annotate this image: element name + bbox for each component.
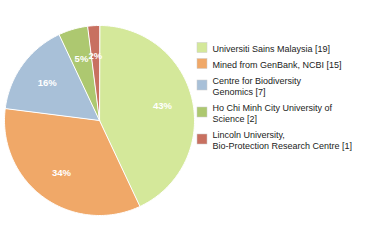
svg-text:2%: 2% [89, 50, 103, 61]
svg-text:Ho Chi Minh City University of: Ho Chi Minh City University ofScience [2… [213, 103, 333, 124]
svg-text:Mined from GenBank, NCBI [15]: Mined from GenBank, NCBI [15] [213, 60, 342, 70]
svg-text:5%: 5% [75, 53, 89, 64]
svg-text:34%: 34% [52, 167, 72, 178]
svg-text:Centre for BiodiversityGenomic: Centre for BiodiversityGenomics [7] [213, 76, 302, 97]
svg-text:Universiti Sains Malaysia [19]: Universiti Sains Malaysia [19] [213, 44, 331, 54]
svg-text:16%: 16% [38, 77, 58, 88]
svg-text:Lincoln University,Bio-Protect: Lincoln University,Bio-Protection Resear… [213, 130, 353, 151]
svg-text:43%: 43% [153, 100, 173, 111]
